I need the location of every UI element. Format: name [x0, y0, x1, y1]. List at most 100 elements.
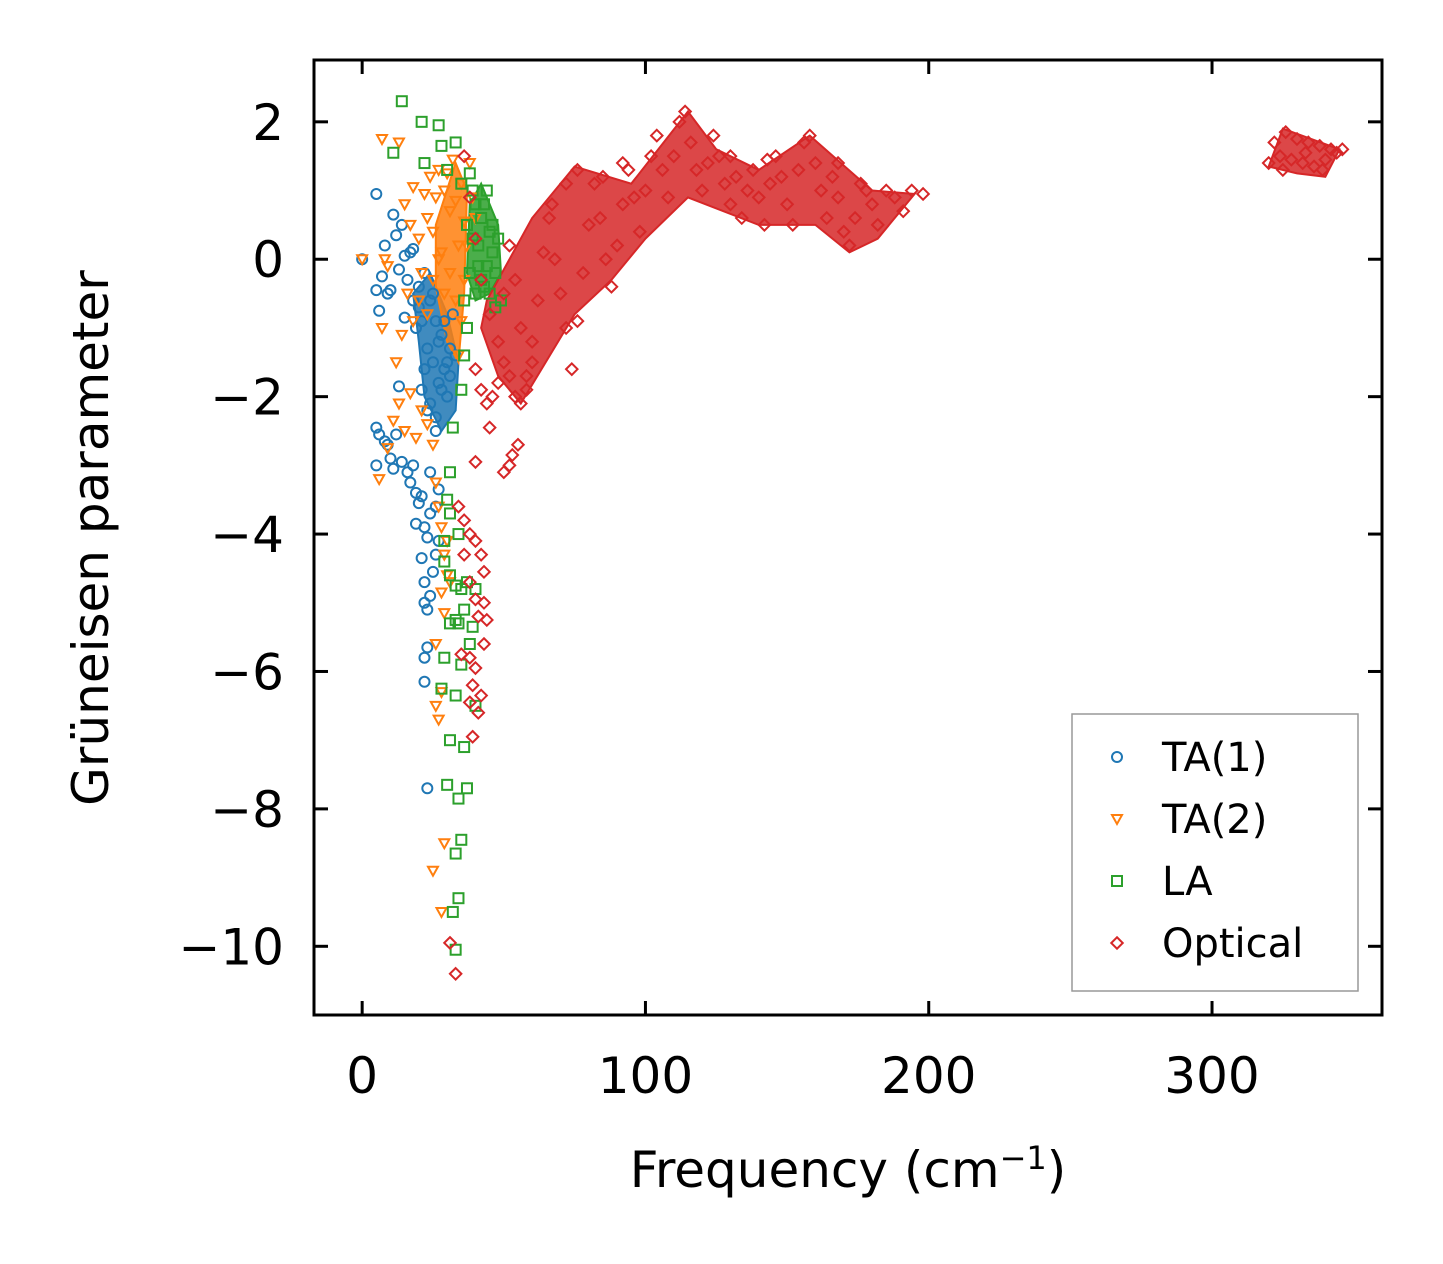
legend-label: TA(2) [1161, 797, 1267, 843]
data-point [507, 272, 523, 288]
data-point [438, 315, 451, 328]
data-point [370, 284, 383, 297]
data-point [375, 322, 389, 336]
data-point [438, 534, 451, 547]
data-point [476, 564, 492, 580]
data-point [1295, 155, 1310, 171]
data-point [443, 206, 457, 219]
data-point [448, 195, 463, 208]
data-point [505, 447, 520, 463]
data-point [751, 190, 766, 205]
data-point [435, 328, 448, 341]
data-point [638, 183, 653, 198]
data-point [896, 203, 911, 219]
data-point [455, 177, 468, 190]
data-point [473, 382, 489, 397]
data-point [435, 682, 448, 695]
data-point [689, 162, 704, 178]
y-tick-label: −6 [210, 643, 284, 701]
data-point [429, 411, 442, 424]
data-point [431, 254, 446, 267]
y-tick-label: −8 [210, 781, 284, 839]
series-optical [442, 104, 1350, 981]
data-point [404, 476, 417, 489]
data-point [519, 382, 534, 397]
data-point [723, 197, 738, 212]
data-point [745, 162, 761, 178]
data-point [397, 426, 412, 439]
data-point [429, 700, 443, 713]
data-point [432, 376, 445, 389]
data-point [460, 782, 473, 795]
data-point [524, 334, 540, 349]
data-point [375, 270, 388, 283]
data-point [387, 146, 400, 159]
legend-label: LA [1162, 859, 1213, 905]
data-point [1306, 159, 1322, 174]
legend-entry: Optical [1109, 921, 1303, 967]
data-point [1298, 145, 1313, 160]
x-axis-label-superscript: −1 [1000, 1139, 1047, 1177]
data-point [421, 603, 434, 616]
data-point [469, 198, 482, 211]
data-point [842, 238, 857, 253]
data-point [449, 689, 462, 702]
data-point [462, 574, 477, 590]
data-point [530, 293, 545, 308]
data-point [1278, 124, 1293, 140]
data-point [380, 261, 395, 274]
data-point [435, 139, 448, 152]
data-point [847, 210, 863, 226]
axis-ticks: 0 100 200 300 2 0 −2 −4 −6 −8 −10 [178, 60, 1382, 1105]
y-tick-label: −2 [210, 369, 284, 427]
data-point [415, 552, 428, 565]
data-point [378, 239, 391, 252]
data-point [381, 287, 394, 300]
data-point [513, 396, 528, 411]
data-point [443, 466, 456, 479]
scatter-markers [355, 95, 1350, 981]
data-point [406, 182, 420, 195]
data-point [378, 254, 392, 267]
data-point [446, 154, 460, 167]
x-tick-label: 300 [1164, 1047, 1259, 1105]
data-point [434, 522, 449, 535]
data-point [409, 432, 423, 445]
data-point [434, 906, 449, 920]
x-axis-label-close: ) [1047, 1141, 1067, 1199]
data-point [609, 238, 625, 253]
data-point [458, 741, 471, 754]
data-point [420, 419, 435, 432]
data-point [418, 651, 431, 664]
data-point [472, 260, 485, 273]
data-point [455, 833, 468, 846]
data-point [412, 497, 425, 510]
data-point [864, 197, 880, 212]
data-point [468, 660, 483, 676]
data-point [879, 183, 894, 198]
data-point [415, 383, 428, 396]
legend-entry: LA [1111, 859, 1213, 905]
data-point [355, 254, 369, 267]
data-point [502, 238, 517, 253]
data-point [429, 425, 442, 438]
data-point [462, 650, 477, 665]
data-point [490, 375, 506, 391]
data-point [502, 458, 517, 473]
legend-marker [1109, 935, 1125, 951]
data-point [1312, 138, 1327, 154]
data-point [406, 316, 420, 329]
data-point [451, 240, 466, 253]
data-point [441, 163, 454, 176]
data-point [372, 474, 386, 487]
data-point [1335, 142, 1350, 157]
data-point [421, 531, 434, 544]
data-point [643, 149, 659, 164]
y-tick-label: −10 [178, 918, 284, 976]
data-point [437, 288, 452, 301]
data-point [429, 192, 443, 205]
data-point [541, 210, 557, 226]
data-point [1275, 162, 1291, 178]
data-point [626, 190, 642, 205]
legend-label: Optical [1162, 921, 1303, 967]
